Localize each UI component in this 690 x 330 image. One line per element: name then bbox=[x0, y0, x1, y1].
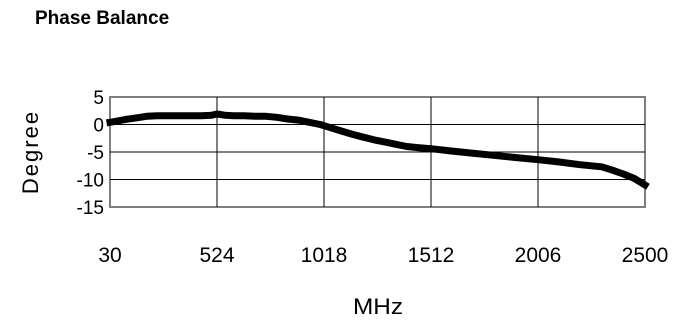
x-tick-label: 524 bbox=[199, 244, 234, 267]
y-tick-label: 0 bbox=[93, 116, 104, 137]
x-tick-label: 2500 bbox=[622, 244, 669, 267]
y-tick-label: -15 bbox=[77, 198, 104, 219]
y-axis-label: Degree bbox=[18, 110, 43, 194]
x-axis-ticks: 30 524 1018 1512 2006 2500 bbox=[98, 244, 668, 267]
plot-area bbox=[110, 97, 645, 207]
y-tick-label: -10 bbox=[77, 171, 104, 192]
y-tick-label: -5 bbox=[87, 143, 104, 164]
y-axis-ticks: 5 0 -5 -10 -15 bbox=[77, 88, 104, 219]
x-tick-label: 1018 bbox=[301, 244, 348, 267]
x-tick-label: 30 bbox=[98, 244, 121, 267]
x-axis-label: MHz bbox=[353, 294, 403, 319]
x-tick-label: 1512 bbox=[408, 244, 455, 267]
y-tick-label: 5 bbox=[93, 88, 104, 109]
x-tick-label: 2006 bbox=[515, 244, 562, 267]
